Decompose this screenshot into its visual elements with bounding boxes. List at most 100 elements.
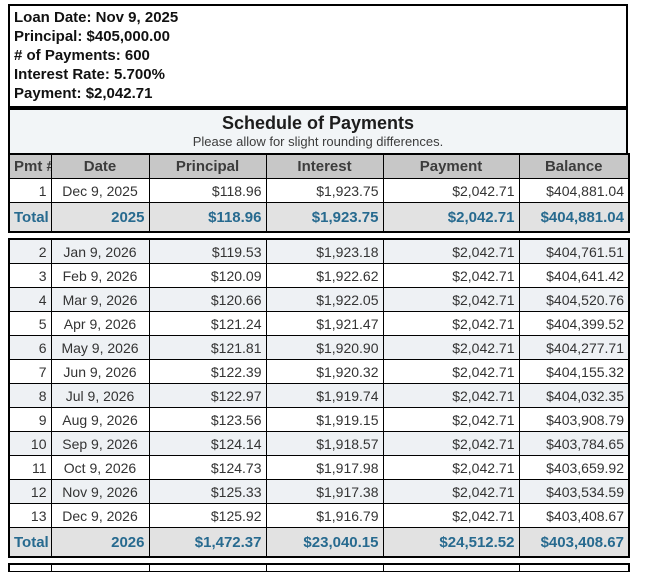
principal-cell: $120.66 bbox=[148, 287, 267, 312]
principal-cell: $121.24 bbox=[148, 311, 267, 336]
pmt-number-cell: 12 bbox=[8, 479, 52, 504]
total-year-cell: 2025 bbox=[50, 202, 150, 233]
column-header-row: Pmt # Date Principal Interest Payment Balance bbox=[8, 153, 630, 179]
total-label-cell: Total bbox=[8, 527, 52, 558]
payment-cell: $2,042.71 bbox=[382, 359, 520, 384]
pmt-number-cell: 4 bbox=[8, 287, 52, 312]
column-header: Pmt # Date Principal Interest Payment Balance bbox=[8, 153, 630, 179]
schedule-title-band: Schedule of Payments Please allow for sl… bbox=[8, 108, 628, 153]
date-cell: Oct 9, 2026 bbox=[50, 455, 150, 480]
balance-cell: $404,155.32 bbox=[518, 359, 630, 384]
total-payment-cell: $24,512.52 bbox=[382, 527, 520, 558]
balance-cell: $404,641.42 bbox=[518, 263, 630, 288]
interest-rate-line: Interest Rate: 5.700% bbox=[14, 66, 165, 83]
interest-cell: $1,920.90 bbox=[265, 335, 384, 360]
date-cell: Jun 9, 2026 bbox=[50, 359, 150, 384]
total-interest-cell: $23,040.15 bbox=[265, 527, 384, 558]
schedule-sections: Pmt # Date Principal Interest Payment Balance… bbox=[8, 153, 645, 558]
payment-cell: $2,042.71 bbox=[382, 383, 520, 408]
principal-cell: $120.09 bbox=[148, 263, 267, 288]
interest-cell: $1,917.98 bbox=[265, 455, 384, 480]
stub-cell bbox=[148, 563, 267, 572]
principal-cell: $125.92 bbox=[148, 503, 267, 528]
pmt-number-cell: 7 bbox=[8, 359, 52, 384]
total-interest-cell: $1,923.75 bbox=[265, 202, 384, 233]
pmt-number-cell: 2 bbox=[8, 238, 52, 264]
total-balance-cell: $404,881.04 bbox=[518, 202, 630, 233]
payment-row: 11 Oct 9, 2026 $124.73 $1,917.98 $2,042.71 $4… bbox=[8, 455, 630, 480]
date-cell: Dec 9, 2025 bbox=[50, 178, 150, 203]
payment-cell: $2,042.71 bbox=[382, 311, 520, 336]
payment-row: 13 Dec 9, 2026 $125.92 $1,916.79 $2,042.71 $4… bbox=[8, 503, 630, 528]
pmt-number-cell: 8 bbox=[8, 383, 52, 408]
principal-cell: $124.14 bbox=[148, 431, 267, 456]
principal-cell: $124.73 bbox=[148, 455, 267, 480]
total-label-cell: Total bbox=[8, 202, 52, 233]
interest-cell: $1,920.32 bbox=[265, 359, 384, 384]
balance-cell: $403,908.79 bbox=[518, 407, 630, 432]
payment-cell: $2,042.71 bbox=[382, 431, 520, 456]
interest-cell: $1,916.79 bbox=[265, 503, 384, 528]
balance-cell: $404,520.76 bbox=[518, 287, 630, 312]
col-header-balance: Balance bbox=[518, 153, 630, 179]
amortization-year-table: Pmt # Date Principal Interest Payment Balance… bbox=[8, 153, 630, 233]
date-cell: Nov 9, 2026 bbox=[50, 479, 150, 504]
balance-cell: $403,659.92 bbox=[518, 455, 630, 480]
balance-cell: $404,761.51 bbox=[518, 238, 630, 264]
pmt-number-cell: 10 bbox=[8, 431, 52, 456]
principal-cell: $122.97 bbox=[148, 383, 267, 408]
interest-cell: $1,922.05 bbox=[265, 287, 384, 312]
payment-row: 4 Mar 9, 2026 $120.66 $1,922.05 $2,042.71 $40… bbox=[8, 287, 630, 312]
payment-row: 1 Dec 9, 2025 $118.96 $1,923.75 $2,042.71 $40… bbox=[8, 178, 630, 203]
col-header-date: Date bbox=[50, 153, 150, 179]
loan-summary-box: Loan Date: Nov 9, 2025 Principal: $405,0… bbox=[8, 4, 628, 108]
col-header-pmt: Pmt # bbox=[8, 153, 52, 179]
stub-cell bbox=[265, 563, 384, 572]
date-cell: Feb 9, 2026 bbox=[50, 263, 150, 288]
balance-cell: $404,399.52 bbox=[518, 311, 630, 336]
payment-cell: $2,042.71 bbox=[382, 263, 520, 288]
payment-row: 2 Jan 9, 2026 $119.53 $1,923.18 $2,042.71 $40… bbox=[8, 238, 630, 264]
next-year-table-stub bbox=[8, 563, 630, 572]
principal-cell: $121.81 bbox=[148, 335, 267, 360]
interest-cell: $1,917.38 bbox=[265, 479, 384, 504]
principal-cell: $123.56 bbox=[148, 407, 267, 432]
stub-cell bbox=[518, 563, 630, 572]
balance-cell: $404,881.04 bbox=[518, 178, 630, 203]
year-total-row: Total 2025 $118.96 $1,923.75 $2,042.71 $404,8… bbox=[8, 202, 630, 233]
payment-line: Payment: $2,042.71 bbox=[14, 85, 153, 102]
interest-cell: $1,923.75 bbox=[265, 178, 384, 203]
payment-cell: $2,042.71 bbox=[382, 407, 520, 432]
date-cell: Aug 9, 2026 bbox=[50, 407, 150, 432]
date-cell: Sep 9, 2026 bbox=[50, 431, 150, 456]
amortization-year-table: 2 Jan 9, 2026 $119.53 $1,923.18 $2,042.71 $40… bbox=[8, 238, 630, 558]
balance-cell: $404,032.35 bbox=[518, 383, 630, 408]
payment-row: 8 Jul 9, 2026 $122.97 $1,919.74 $2,042.71 $40… bbox=[8, 383, 630, 408]
date-cell: Mar 9, 2026 bbox=[50, 287, 150, 312]
payment-cell: $2,042.71 bbox=[382, 455, 520, 480]
principal-cell: $118.96 bbox=[148, 178, 267, 203]
pmt-number-cell: 13 bbox=[8, 503, 52, 528]
date-cell: Jan 9, 2026 bbox=[50, 238, 150, 264]
stub-cell bbox=[8, 563, 52, 572]
principal-cell: $119.53 bbox=[148, 238, 267, 264]
payment-row: 7 Jun 9, 2026 $122.39 $1,920.32 $2,042.71 $40… bbox=[8, 359, 630, 384]
stub-cell bbox=[382, 563, 520, 572]
loan-date-line: Loan Date: Nov 9, 2025 bbox=[14, 9, 179, 26]
total-principal-cell: $118.96 bbox=[148, 202, 267, 233]
date-cell: Apr 9, 2026 bbox=[50, 311, 150, 336]
balance-cell: $403,408.67 bbox=[518, 503, 630, 528]
date-cell: Jul 9, 2026 bbox=[50, 383, 150, 408]
principal-line: Principal: $405,000.00 bbox=[14, 28, 170, 45]
payment-cell: $2,042.71 bbox=[382, 287, 520, 312]
col-header-principal: Principal bbox=[148, 153, 267, 179]
pmt-number-cell: 9 bbox=[8, 407, 52, 432]
payment-cell: $2,042.71 bbox=[382, 178, 520, 203]
total-payment-cell: $2,042.71 bbox=[382, 202, 520, 233]
balance-cell: $403,784.65 bbox=[518, 431, 630, 456]
payment-cell: $2,042.71 bbox=[382, 503, 520, 528]
schedule-title: Schedule of Payments bbox=[221, 113, 415, 133]
balance-cell: $404,277.71 bbox=[518, 335, 630, 360]
interest-cell: $1,922.62 bbox=[265, 263, 384, 288]
